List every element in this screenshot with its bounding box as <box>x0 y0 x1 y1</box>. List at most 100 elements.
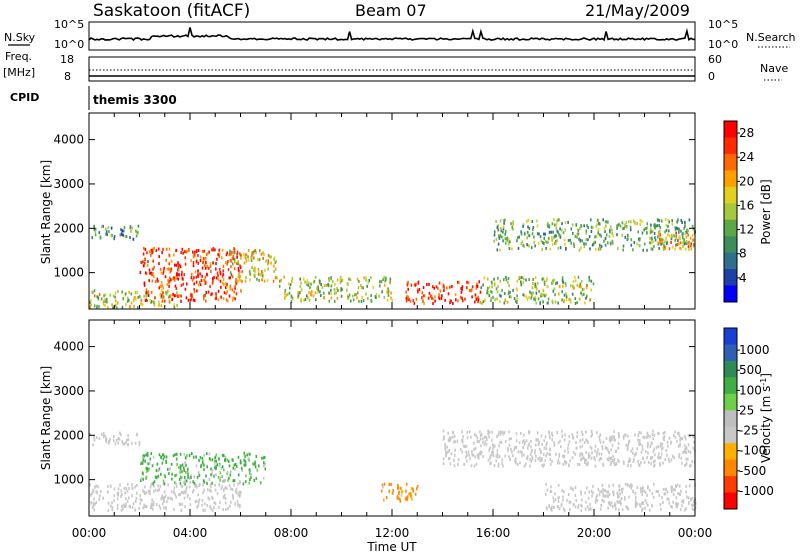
power-cell-r1 <box>153 303 156 307</box>
power-cell-r5 <box>432 297 435 301</box>
power-cell-r7 <box>493 239 495 243</box>
power-cell-r7 <box>543 236 546 240</box>
power-cell-r7 <box>497 242 500 246</box>
power-cell-r2 <box>167 279 169 283</box>
velocity-cell-r1 <box>202 491 204 495</box>
power-cell-r2 <box>153 246 155 250</box>
velocity-cell-r4 <box>562 462 564 466</box>
power-cell-r2 <box>181 270 183 274</box>
power-cell-r8 <box>675 231 677 235</box>
velocity-cell-r1 <box>90 501 92 505</box>
velocity-cell-r5 <box>641 489 643 493</box>
velocity-cell-r2 <box>139 462 142 466</box>
power-cell-r2 <box>168 267 170 271</box>
velocity-cell-r4 <box>539 447 541 451</box>
power-cell-r7 <box>599 247 602 251</box>
velocity-cell-r1 <box>183 490 186 494</box>
velocity-cell-r2 <box>145 466 148 470</box>
velocity-cell-r5 <box>641 493 643 496</box>
power-cell-r4 <box>328 291 330 295</box>
velocity-cell-r2 <box>214 466 216 470</box>
velocity-cell-r4 <box>610 448 612 452</box>
velocity-cell-r2 <box>170 462 173 466</box>
power-cell-r8 <box>662 246 665 250</box>
velocity-cell-r1 <box>163 490 166 494</box>
power-cell-r7 <box>607 220 609 224</box>
power-cell-r1 <box>89 305 91 309</box>
power-cell-r4 <box>310 282 312 286</box>
velocity-cell-r4 <box>535 454 537 458</box>
velocity-cell-r0 <box>126 438 128 442</box>
power-cell-r7 <box>657 235 659 239</box>
power-cell-r7 <box>504 241 507 245</box>
velocity-cell-r2 <box>145 453 148 457</box>
power-cell-r2 <box>219 279 222 283</box>
power-cell-r6 <box>557 301 559 305</box>
velocity-cell-r5 <box>600 504 602 507</box>
velocity-cell-r2 <box>237 473 240 477</box>
velocity-cell-r4 <box>684 435 686 439</box>
velocity-cell-r2 <box>165 459 167 463</box>
power-cell-r6 <box>574 275 576 279</box>
station-title: Saskatoon (fitACF) <box>93 1 250 21</box>
velocity-cell-r2 <box>152 481 155 485</box>
velocity-cell-r2 <box>244 460 247 464</box>
velocity-cell-r4 <box>641 447 644 451</box>
power-cell-r5 <box>451 285 453 288</box>
power-cell-r3 <box>273 264 275 268</box>
velocity-cell-r5 <box>574 505 577 509</box>
velocity-cell-r4 <box>652 437 654 441</box>
power-cell-r6 <box>538 289 540 293</box>
velocity-cell-r1 <box>206 488 209 492</box>
velocity-cell-r1 <box>213 505 215 509</box>
power-cell-r7 <box>551 238 553 242</box>
velocity-cell-r2 <box>160 472 162 476</box>
velocity-cell-r0 <box>123 442 126 446</box>
velocity-cell-r5 <box>644 490 647 494</box>
power-cell-r6 <box>565 284 567 288</box>
power-cell-r6 <box>574 297 577 301</box>
velocity-cell-r1 <box>202 483 204 487</box>
power-cell-r0 <box>137 231 139 235</box>
velocity-cell-r5 <box>602 488 604 492</box>
velocity-cell-r5 <box>572 488 574 492</box>
power-cell-r4 <box>391 298 394 302</box>
power-cell-r4 <box>354 293 356 297</box>
velocity-cell-r1 <box>227 507 229 510</box>
velocity-cell-r1 <box>198 498 201 502</box>
power-cell-r7 <box>561 222 563 226</box>
power-cell-r7 <box>580 246 582 250</box>
power-cell-r7 <box>554 234 556 238</box>
velocity-cell-r4 <box>508 443 511 447</box>
velocity-cell-r4 <box>546 441 548 445</box>
power-cell-r7 <box>585 231 588 235</box>
velocity-cell-r5 <box>675 484 677 488</box>
velocity-cell-r4 <box>611 458 614 462</box>
power-cell-r2 <box>222 283 225 287</box>
velocity-cell-r5 <box>560 504 563 508</box>
power-cell-r4 <box>306 294 308 298</box>
velocity-cell-r2 <box>167 467 169 471</box>
power-cell-r5 <box>435 285 438 289</box>
power-cell-r4 <box>297 294 300 297</box>
velocity-cell-r4 <box>559 439 561 443</box>
velocity-cell-r4 <box>497 433 500 437</box>
power-cell-r2 <box>237 267 240 270</box>
power-cell-r2 <box>199 259 202 262</box>
velocity-cell-r2 <box>188 454 191 457</box>
velocity-cell-r4 <box>586 463 589 467</box>
velocity-cell-r1 <box>113 487 116 491</box>
power-cell-r2 <box>143 261 146 265</box>
power-cell-r6 <box>535 285 537 289</box>
velocity-cell-r4 <box>657 445 660 449</box>
velocity-cell-r5 <box>611 505 614 509</box>
velocity-cell-r4 <box>638 464 641 468</box>
power-cell-r3 <box>237 262 240 266</box>
velocity-cell-r4 <box>642 456 644 460</box>
velocity-cell-r4 <box>465 455 467 459</box>
power-cell-r7 <box>578 237 580 241</box>
power-cell-r2 <box>177 266 180 270</box>
power-cell-r2 <box>177 273 179 277</box>
velocity-cell-r4 <box>670 440 672 444</box>
velocity-cell-r4 <box>599 433 602 437</box>
